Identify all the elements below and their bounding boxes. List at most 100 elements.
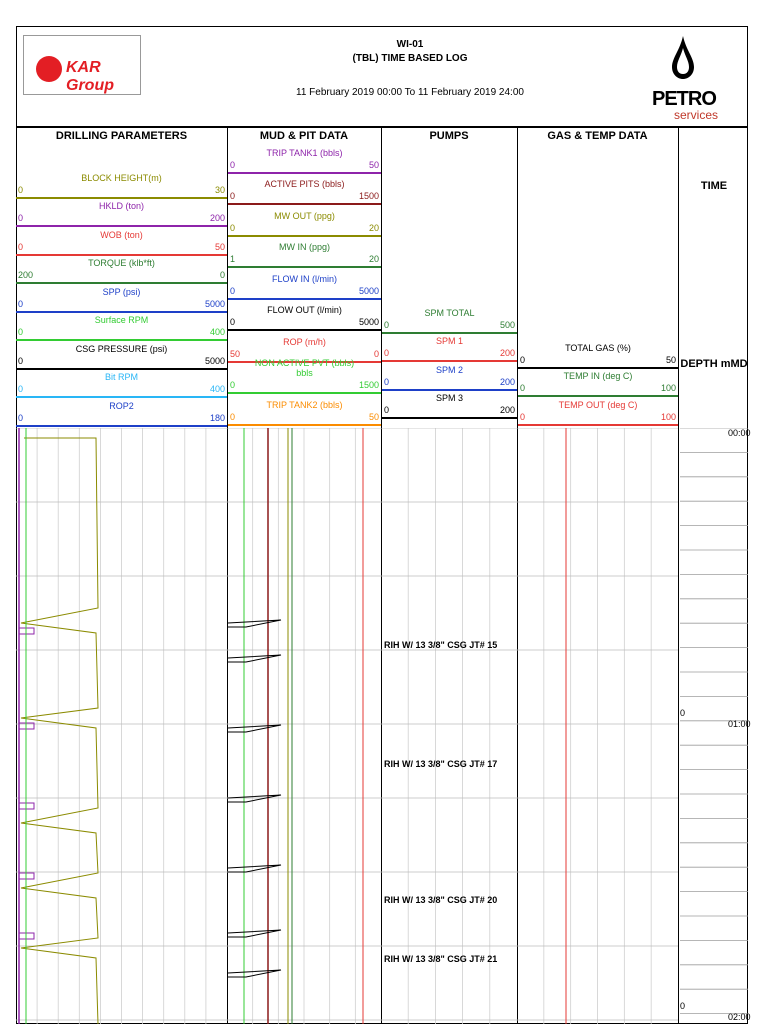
pump-track-2: 0 200 SPM 2 xyxy=(382,362,517,391)
log-type: (TBL) TIME BASED LOG xyxy=(352,53,468,64)
pump-name-3: SPM 3 xyxy=(435,393,463,403)
drilling-name-3: TORQUE (klb*ft) xyxy=(88,258,155,268)
mud-line-8 xyxy=(228,423,381,426)
gas-line-0 xyxy=(518,366,678,369)
pump-line-1 xyxy=(382,360,517,362)
gas-max-0: 50 xyxy=(665,354,676,365)
drilling-min-0: 0 xyxy=(18,184,24,195)
pump-min-0: 0 xyxy=(384,319,390,330)
mud-track-0: 0 50 TRIP TANK1 (bbls) xyxy=(228,142,381,174)
mud-min-3: 1 xyxy=(230,254,236,264)
drilling-name-8: ROP2 xyxy=(109,400,134,411)
mud-min-6: 50 xyxy=(230,348,241,359)
gas-track-2: 0 100 TEMP OUT (deg C) xyxy=(518,397,678,426)
drilling-name-4: SPP (psi) xyxy=(102,286,141,297)
mud-line-4 xyxy=(228,297,381,300)
mud-track-3: 1 20 MW IN (ppg) xyxy=(228,237,381,268)
drilling-track-7: 0 400 Bit RPM xyxy=(16,370,227,398)
flow-out-spike-6 xyxy=(227,969,282,978)
depth-mark-1: 0 xyxy=(680,708,686,718)
drilling-line-5 xyxy=(16,339,227,341)
flow-out-spike-0 xyxy=(227,619,282,628)
drilling-track-0: 0 30 BLOCK HEIGHT(m) xyxy=(16,170,227,199)
flow-out-spike-2 xyxy=(227,724,282,733)
mud-pit-heading: MUD & PIT DATA xyxy=(259,130,349,142)
pump-min-1: 0 xyxy=(384,348,390,358)
date-range: 11 February 2019 00:00 To 11 February 20… xyxy=(296,87,524,98)
gas-max-2: 100 xyxy=(660,411,676,422)
gas-min-0: 0 xyxy=(520,354,526,365)
gas-max-1: 100 xyxy=(660,383,676,393)
mud-max-5: 5000 xyxy=(358,317,379,327)
mud-line-7 xyxy=(228,392,381,394)
oil-drop-icon xyxy=(672,36,694,79)
col-divider-4 xyxy=(678,128,679,1024)
drilling-min-7: 0 xyxy=(18,384,24,394)
kar-logo-text: KAR Group xyxy=(66,59,114,94)
kar-logo-icon xyxy=(36,56,62,82)
gas-track-0: 0 50 TOTAL GAS (%) xyxy=(518,340,678,369)
mud-max-3: 20 xyxy=(368,254,379,264)
mud-track-1: 0 1500 ACTIVE PITS (bbls) xyxy=(228,174,381,205)
mud-max-2: 20 xyxy=(368,222,379,233)
pump-max-2: 200 xyxy=(499,376,515,387)
drilling-track-4: 0 5000 SPP (psi) xyxy=(16,284,227,313)
drilling-line-6 xyxy=(16,367,227,370)
drilling-min-1: 0 xyxy=(18,213,24,223)
mud-track-7: 0 1500 NON ACTIVE PVT (bbls) bbls xyxy=(228,358,381,394)
drilling-line-2 xyxy=(16,253,227,256)
time-tick-0000: 00:00 xyxy=(728,428,751,438)
drilling-max-6: 5000 xyxy=(204,355,225,366)
time-tick-0200: 02:00 xyxy=(728,1012,751,1022)
mud-max-6: 0 xyxy=(373,348,379,359)
mud-name-0: TRIP TANK1 (bbls) xyxy=(266,147,343,158)
drilling-name-1: HKLD (ton) xyxy=(98,201,144,211)
drilling-name-7: Bit RPM xyxy=(104,372,138,382)
drilling-track-6: 0 5000 CSG PRESSURE (psi) xyxy=(16,341,227,370)
block-height-curve xyxy=(20,437,99,1024)
mud-min-7: 0 xyxy=(230,380,236,390)
mud-name-8: TRIP TANK2 (bbls) xyxy=(266,399,343,410)
mud-track-5: 0 5000 FLOW OUT (l/min) xyxy=(228,300,381,331)
gas-line-2 xyxy=(518,423,678,426)
drilling-max-8: 180 xyxy=(209,412,225,423)
drilling-max-5: 400 xyxy=(209,327,225,337)
mud-line-2 xyxy=(228,234,381,237)
pump-line-3 xyxy=(382,417,517,419)
mud-name-2: MW OUT (ppg) xyxy=(274,210,335,221)
gas-line-1 xyxy=(518,395,678,397)
drilling-track-3: 200 0 TORQUE (klb*ft) xyxy=(16,256,227,284)
kar-group-logo: KAR Group xyxy=(23,35,141,95)
drilling-line-7 xyxy=(16,396,227,398)
mud-name-4: FLOW IN (l/min) xyxy=(272,273,337,284)
drilling-line-8 xyxy=(16,424,227,427)
pump-track-0: 0 500 SPM TOTAL xyxy=(382,305,517,334)
mud-track-2: 0 20 MW OUT (ppg) xyxy=(228,205,381,237)
drilling-track-1: 0 200 HKLD (ton) xyxy=(16,199,227,227)
pumps-heading: PUMPS xyxy=(429,130,469,142)
mud-max-1: 1500 xyxy=(358,191,379,201)
drilling-min-5: 0 xyxy=(18,327,24,337)
mud-track-4: 0 5000 FLOW IN (l/min) xyxy=(228,268,381,300)
drilling-parameters-heading: DRILLING PARAMETERS xyxy=(55,130,188,142)
drilling-track-5: 0 400 Surface RPM xyxy=(16,313,227,341)
mud-min-4: 0 xyxy=(230,285,236,296)
pump-name-2: SPM 2 xyxy=(435,364,463,375)
mud-max-7: 1500 xyxy=(358,380,379,390)
mud-max-8: 50 xyxy=(368,411,379,422)
mud-line-3 xyxy=(228,266,381,268)
log-header xyxy=(16,26,748,128)
gas-track-1: 0 100 TEMP IN (deg C) xyxy=(518,369,678,397)
petro-logo-word: PETRO xyxy=(652,88,717,110)
mud-line-0 xyxy=(228,171,381,174)
flow-out-spike-4 xyxy=(227,864,282,873)
mud-min-1: 0 xyxy=(230,191,236,201)
pump-line-0 xyxy=(382,331,517,334)
mud-track-8: 0 50 TRIP TANK2 (bbls) xyxy=(228,394,381,426)
annotation-jt21: RIH W/ 13 3/8" CSG JT# 21 xyxy=(384,954,498,964)
flow-out-spike-1 xyxy=(227,654,282,663)
drilling-track-8: 0 180 ROP2 xyxy=(16,398,227,427)
mud-min-8: 0 xyxy=(230,411,236,422)
drilling-max-3: 0 xyxy=(219,270,225,280)
mud-name-5: FLOW OUT (l/min) xyxy=(267,305,342,315)
